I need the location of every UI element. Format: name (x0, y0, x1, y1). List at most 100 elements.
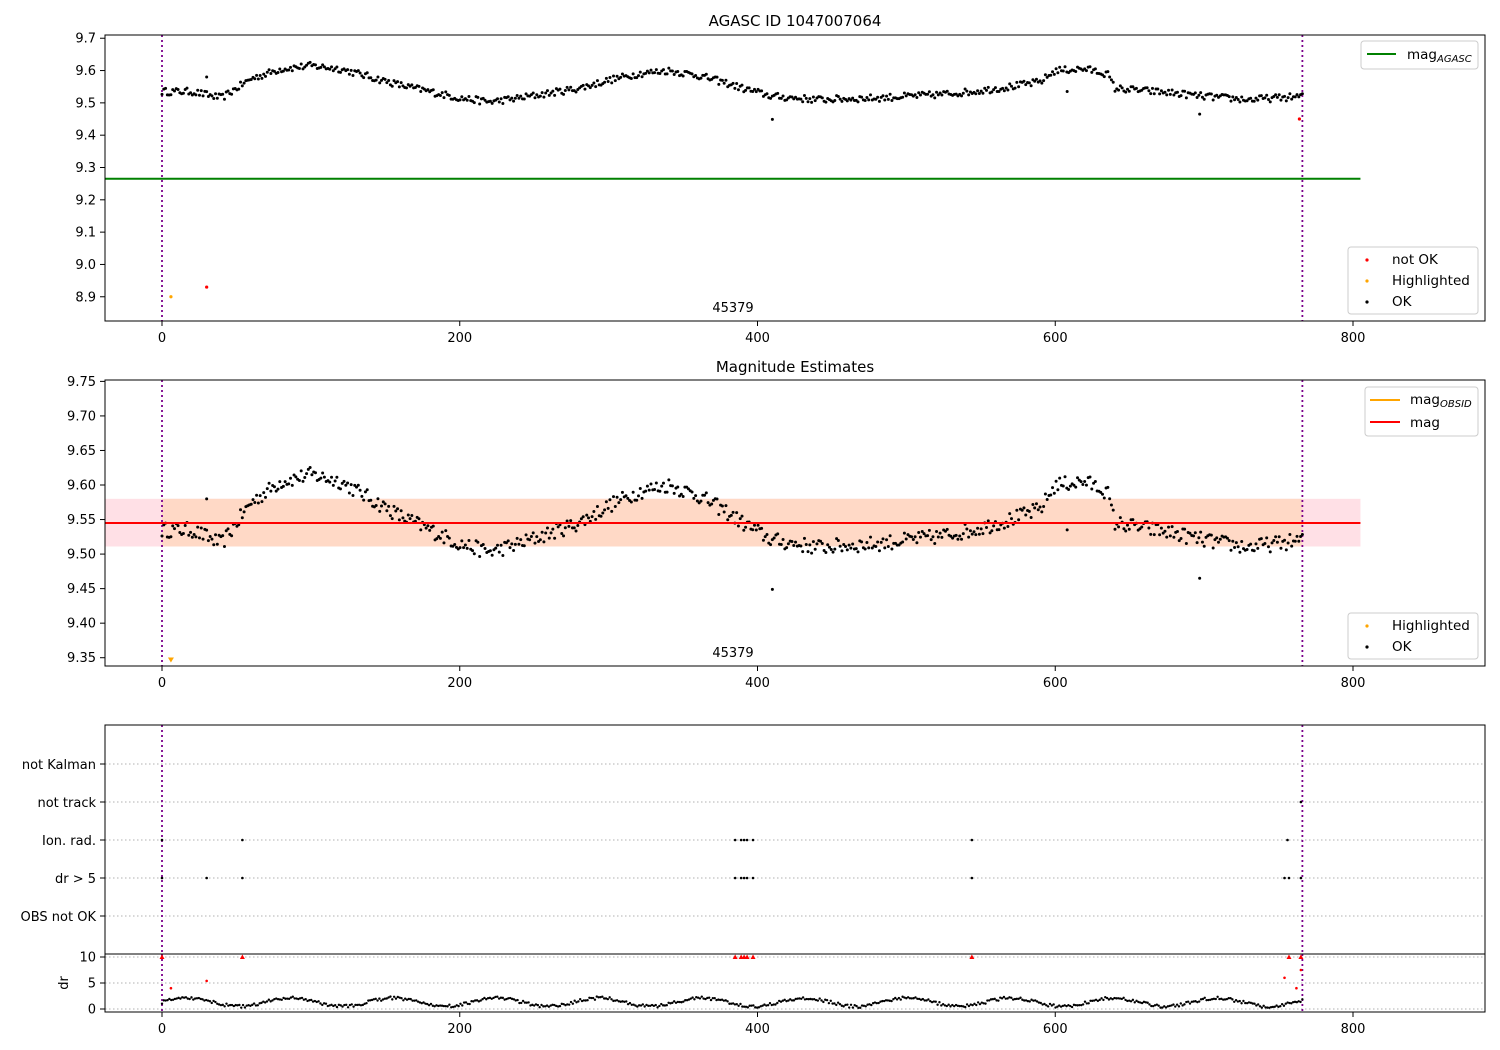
dr-point (330, 1003, 333, 1006)
dr-point (1019, 996, 1022, 999)
ok-point (192, 533, 196, 537)
flag-point (970, 876, 974, 880)
ok-point (501, 102, 505, 106)
dr-point (1199, 998, 1203, 1001)
dr-point (245, 1004, 248, 1007)
ok-point (297, 479, 301, 483)
ok-point (506, 539, 510, 543)
ok-point (870, 546, 874, 550)
ok-point (1034, 502, 1038, 506)
ok-point (1074, 70, 1078, 74)
ok-point (212, 543, 216, 547)
ok-point (715, 497, 719, 501)
ok-point (931, 93, 935, 97)
flag-row-label: Ion. rad. (42, 834, 96, 849)
dr-point (256, 1004, 259, 1007)
dr-point (1063, 1004, 1066, 1007)
ok-point (901, 540, 905, 544)
ok-point (613, 79, 617, 83)
panel1-ytick-label: 9.2 (75, 193, 96, 208)
ok-point (1231, 539, 1235, 543)
ok-point (985, 526, 989, 530)
flag-point (733, 876, 737, 880)
ok-point (387, 504, 391, 508)
ok-point (1045, 75, 1049, 79)
ok-point (661, 481, 665, 485)
dr-point (623, 1000, 626, 1003)
ok-point (1245, 99, 1249, 103)
ok-point (933, 96, 937, 100)
ok-point (1259, 94, 1263, 98)
ok-point (603, 508, 607, 512)
ok-point (262, 491, 266, 495)
ok-point (587, 516, 591, 520)
dr-point (385, 997, 388, 1000)
dr-point (816, 999, 820, 1002)
ok-point (1009, 517, 1013, 521)
dr-point (160, 1002, 164, 1005)
dr-point (1026, 999, 1030, 1003)
dr-point (335, 1005, 339, 1009)
ok-point (1084, 69, 1088, 73)
ok-point (1125, 523, 1129, 527)
dr-point (890, 999, 893, 1003)
dr-point (645, 1003, 648, 1007)
ok-point (1068, 484, 1072, 488)
ok-point (358, 71, 362, 75)
ok-point (490, 101, 494, 105)
ok-point (579, 517, 583, 521)
ok-point (849, 546, 853, 550)
ok-point (264, 495, 268, 499)
dr-point (669, 1002, 672, 1005)
dr-point (466, 1002, 470, 1006)
dr-point (1201, 997, 1205, 1001)
ok-point (754, 90, 758, 94)
ok-point (815, 542, 819, 546)
dr-point (868, 1003, 871, 1006)
ok-point (522, 544, 526, 548)
dr-point (343, 1003, 346, 1007)
ok-point (720, 78, 724, 82)
ok-point (1140, 525, 1144, 529)
dr-point (402, 999, 405, 1002)
panel1-xtick-label: 200 (447, 331, 472, 346)
ok-point (938, 91, 942, 95)
dr-point (214, 1000, 217, 1004)
ok-point (1159, 89, 1163, 93)
panel1-xtick-label: 600 (1043, 331, 1068, 346)
ok-point (710, 502, 714, 506)
ok-point (717, 82, 721, 86)
ok-point (722, 81, 726, 85)
ok-point (1024, 513, 1028, 517)
ok-point (1042, 505, 1046, 509)
ok-point (704, 72, 708, 76)
ok-point (1006, 525, 1010, 529)
ok-point (301, 479, 305, 483)
dr-point (792, 999, 796, 1002)
ok-point (1051, 70, 1055, 74)
dr-point (781, 999, 785, 1002)
dr-point (923, 999, 926, 1002)
dr-point (1118, 997, 1122, 1000)
ok-point (178, 530, 182, 534)
dr-point (477, 1000, 481, 1003)
dr-point (1256, 1003, 1260, 1006)
ok-point (563, 89, 567, 93)
dr-point (1041, 1003, 1044, 1006)
dr-point (696, 996, 700, 999)
flag-point (739, 838, 743, 842)
ok-point (647, 488, 651, 492)
dr-point (453, 1005, 457, 1008)
ok-point (997, 528, 1001, 532)
dr-point (512, 998, 516, 1001)
ok-point (383, 502, 387, 506)
ok-point (224, 529, 228, 533)
dr-point (488, 996, 492, 1000)
ok-point (943, 529, 947, 533)
dr-point (1264, 1006, 1267, 1009)
dr-point (706, 996, 709, 1000)
ok-point (981, 91, 985, 95)
dr-point (964, 1005, 967, 1009)
ok-point (356, 69, 360, 73)
ok-point (981, 532, 985, 536)
